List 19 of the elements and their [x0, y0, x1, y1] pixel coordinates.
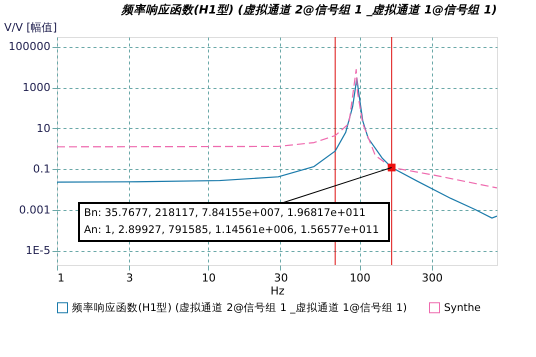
x-tick-label: 10	[202, 272, 216, 284]
annotation: An: 1, 2.89927, 791585, 1.14561e+006, 1.56577e+011	[84, 224, 380, 236]
x-axis-title: Hz	[270, 284, 285, 298]
x-tick-label: 100	[350, 272, 371, 284]
y-tick-label: 0.001	[19, 203, 50, 216]
x-tick-label: 300	[422, 272, 443, 284]
annotation: Bn: 35.7677, 218117, 7.84155e+007, 1.96817e+011	[84, 207, 366, 219]
y-tick-label: 100000	[8, 40, 50, 54]
legend-label: 频率响应函数(H1型) (虚拟通道 2@信号组 1 _虚拟通道 1@信号组 1)	[72, 300, 407, 314]
x-tick-label: 1	[58, 272, 64, 284]
y-tick-label: 0.1	[33, 162, 50, 176]
chart-title: 频率响应函数(H1型) (虚拟通道 2@信号组 1 _虚拟通道 1@信号组 1)	[120, 2, 497, 16]
legend-label: Synthe	[444, 302, 481, 314]
y-tick-label: 1E-5	[26, 244, 50, 258]
y-axis-title: V/V [幅值]	[4, 21, 57, 34]
x-tick-label: 3	[126, 272, 134, 284]
y-tick-label: 1000	[22, 81, 50, 94]
y-tick-label: 10	[36, 122, 50, 135]
x-tick-label: 30	[274, 272, 288, 284]
